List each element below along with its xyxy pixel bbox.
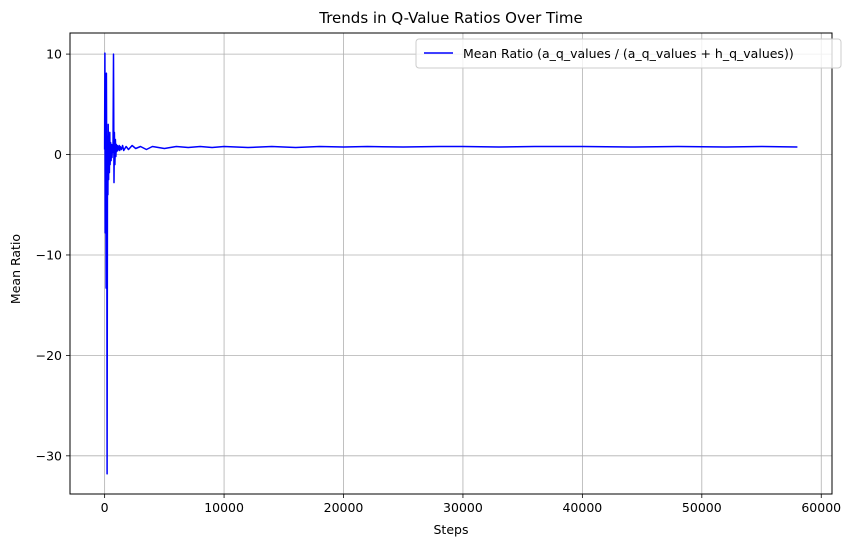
legend-box [415, 38, 842, 69]
x-tick-label: 10000 [204, 500, 244, 515]
series-layer [103, 52, 798, 475]
y-tick-label: 10 [46, 47, 62, 62]
x-tick-label: 50000 [682, 500, 722, 515]
grid [70, 33, 832, 494]
series-line-mean-ratio [103, 52, 798, 475]
plot-frame [69, 32, 833, 495]
x-tick-label: 30000 [443, 500, 483, 515]
x-axis-label: Steps [434, 522, 469, 537]
x-tick-label: 40000 [562, 500, 602, 515]
y-tick-label: −30 [36, 448, 62, 463]
y-tick-label: −20 [36, 348, 62, 363]
axis-ticks: 0 10000 20000 30000 40000 50000 60000 −30 −20 −10… [36, 47, 842, 515]
x-tick-label: 0 [101, 500, 109, 515]
y-tick-label: 0 [54, 147, 62, 162]
y-axis-label: Mean Ratio [8, 234, 23, 304]
x-tick-label: 60000 [801, 500, 841, 515]
legend: Mean Ratio (a_q_values / (a_q_values + h… [415, 38, 842, 69]
legend-entry-label: Mean Ratio (a_q_values / (a_q_values + h… [463, 46, 794, 61]
y-tick-label: −10 [36, 247, 62, 262]
x-tick-label: 20000 [324, 500, 364, 515]
chart-title: Trends in Q-Value Ratios Over Time [318, 9, 582, 27]
